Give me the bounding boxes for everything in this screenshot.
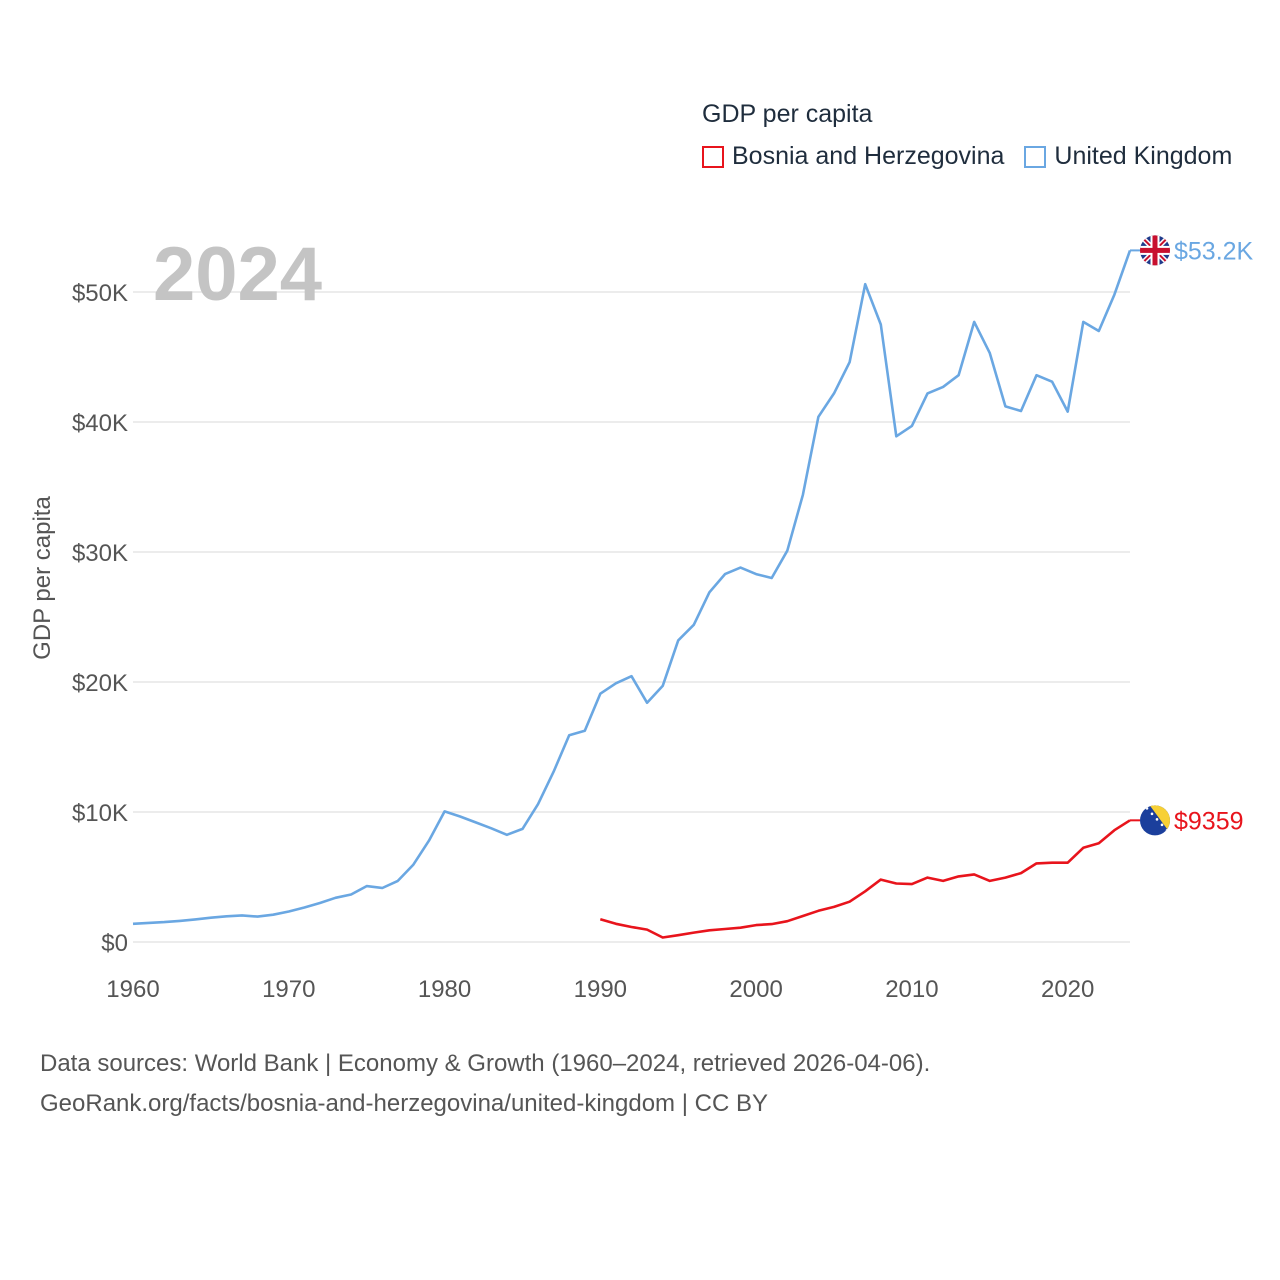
source-line-1: Data sources: World Bank | Economy & Gro… <box>40 1050 931 1077</box>
uk-flag-icon <box>1140 235 1170 266</box>
end-value-label-bosnia: $9359 <box>1174 807 1244 835</box>
x-tick-label: 1980 <box>418 976 471 1003</box>
ba-flag-icon <box>1140 805 1170 836</box>
legend-swatch-uk <box>1024 145 1047 168</box>
legend-label-bosnia: Bosnia and Herzegovina <box>732 142 1005 170</box>
legend-title: GDP per capita <box>702 100 873 128</box>
x-tick-label: 2010 <box>885 976 938 1003</box>
legend: Bosnia and Herzegovina United Kingdom <box>702 142 1252 171</box>
end-value-label-uk: $53.2K <box>1174 237 1254 265</box>
y-axis-ticks: $0 $10K $20K $30K $40K $50K <box>72 280 128 957</box>
x-tick-label: 2000 <box>729 976 782 1003</box>
series-line-bosnia <box>599 819 1131 939</box>
legend-label-uk: United Kingdom <box>1054 142 1233 170</box>
y-axis-label: GDP per capita <box>29 496 56 660</box>
x-axis-ticks: 1960 1970 1980 1990 2000 2010 2020 <box>106 976 1094 1003</box>
x-tick-label: 1960 <box>106 976 159 1003</box>
legend-item-uk[interactable]: United Kingdom <box>1024 142 1232 171</box>
source-line-2: GeoRank.org/facts/bosnia-and-herzegovina… <box>40 1090 768 1117</box>
year-label: 2024 <box>153 232 322 317</box>
x-tick-label: 2020 <box>1041 976 1094 1003</box>
legend-swatch-bosnia <box>702 145 724 168</box>
y-tick-label: $40K <box>72 410 128 437</box>
y-tick-label: $20K <box>72 670 128 697</box>
series-line-uk <box>132 249 1132 926</box>
y-tick-label: $30K <box>72 540 128 567</box>
x-tick-label: 1970 <box>262 976 315 1003</box>
y-tick-label: $10K <box>72 800 128 827</box>
end-labels: $53.2K $9359 <box>1130 235 1254 836</box>
legend-item-bosnia[interactable]: Bosnia and Herzegovina <box>702 142 1004 171</box>
series-lines <box>132 249 1132 939</box>
y-tick-label: $50K <box>72 280 128 307</box>
source-note: Data sources: World Bank | Economy & Gro… <box>40 1044 930 1124</box>
x-tick-label: 1990 <box>574 976 627 1003</box>
y-tick-label: $0 <box>101 930 128 957</box>
grid-lines <box>133 291 1130 943</box>
